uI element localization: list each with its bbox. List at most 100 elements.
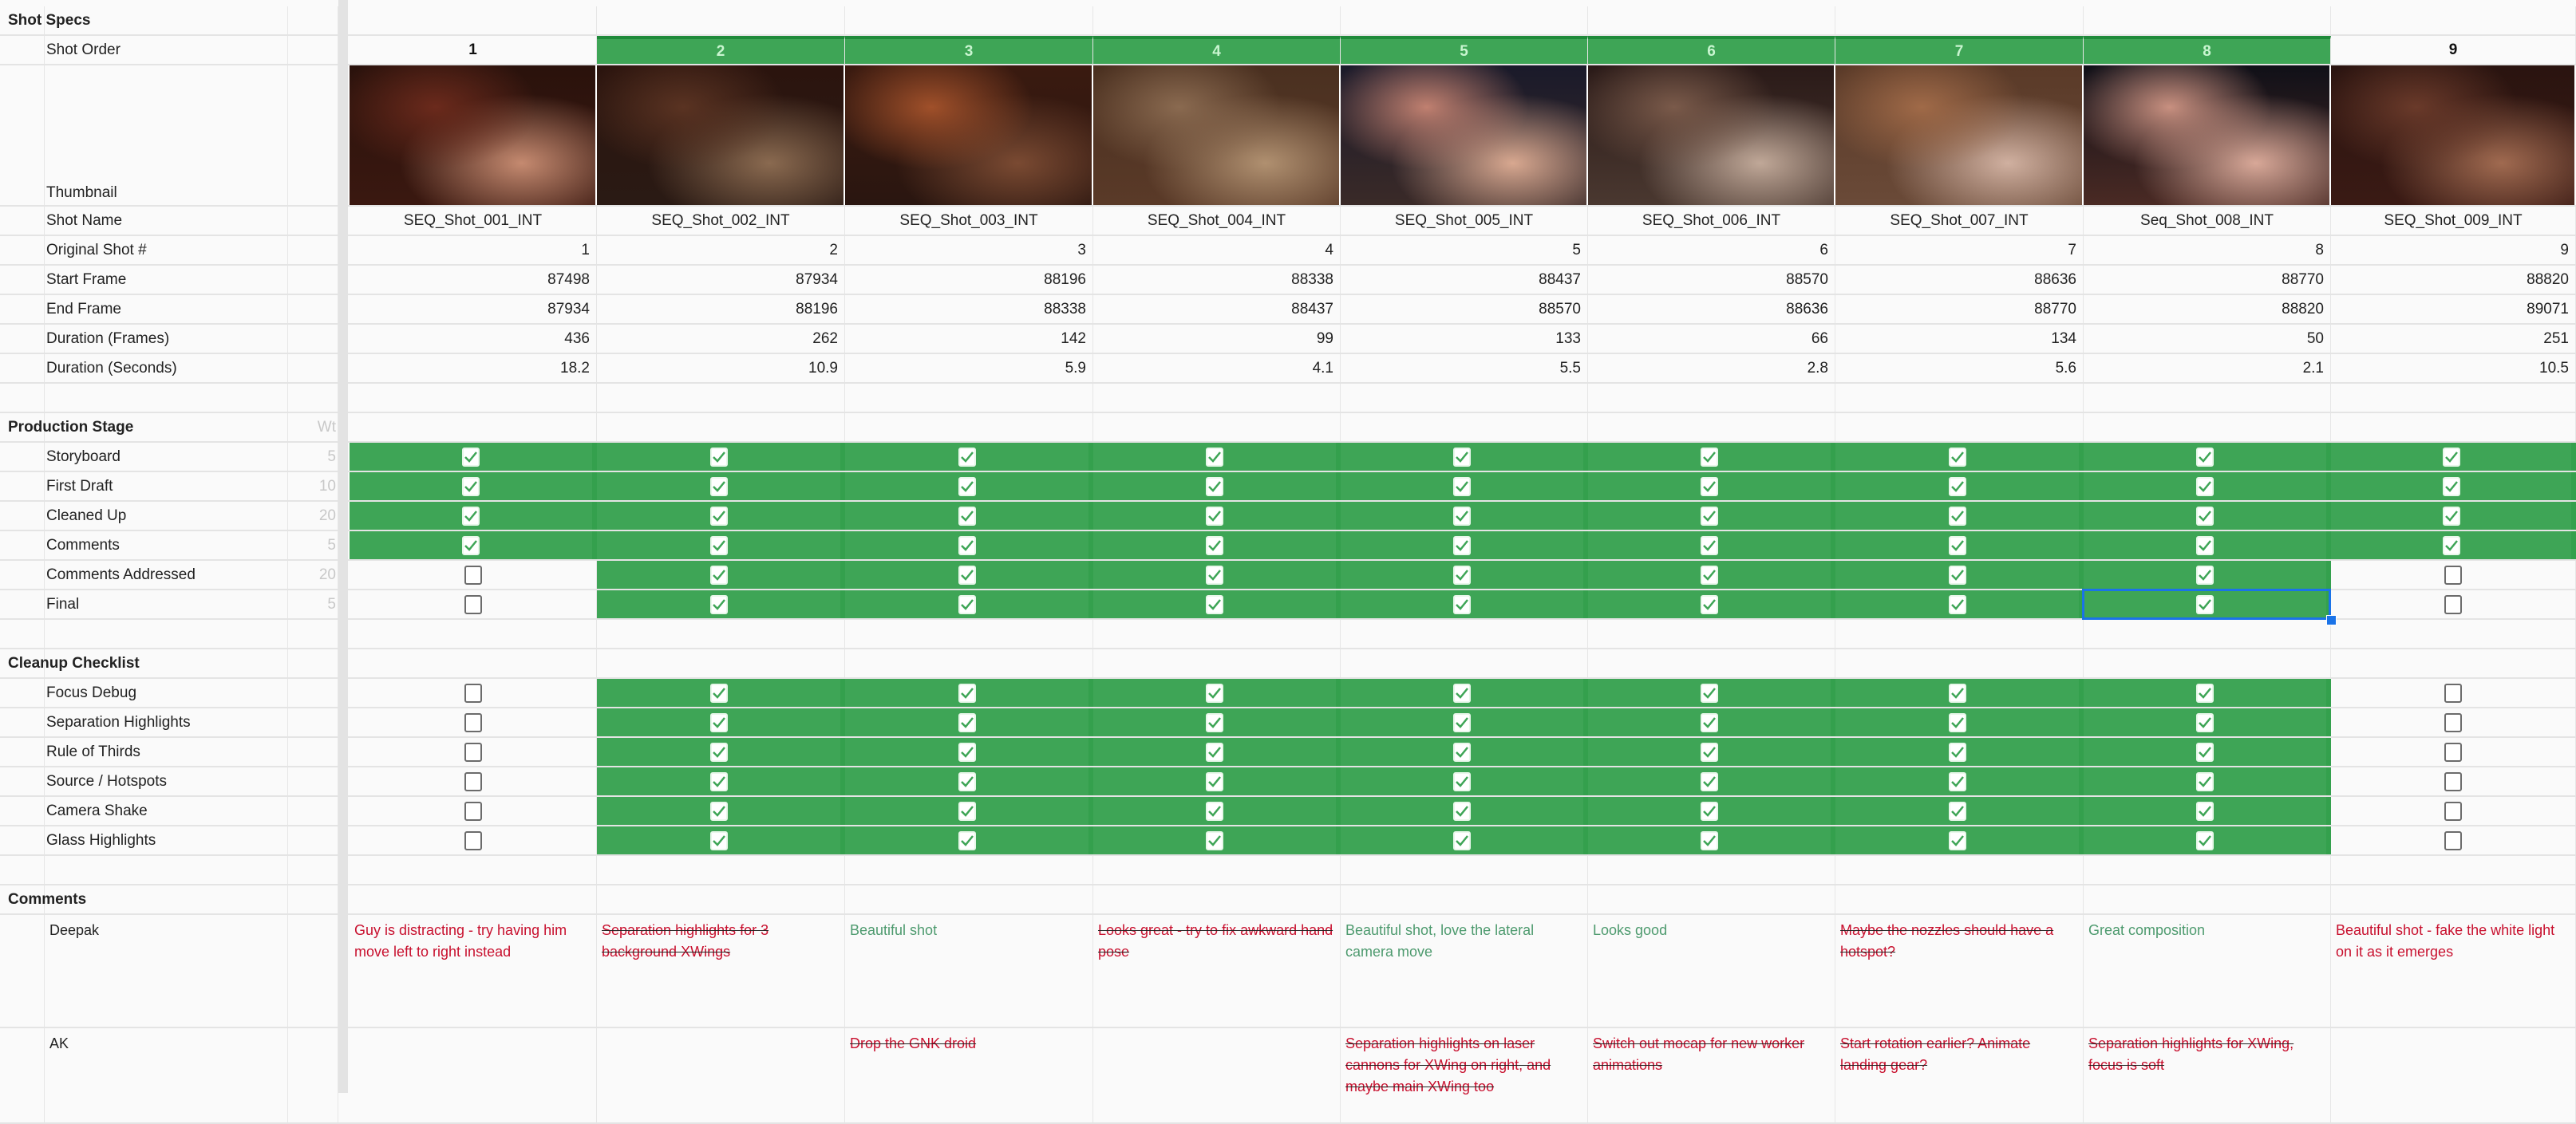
cleanup-checkbox-cell[interactable] [1835,708,2084,736]
start-cell[interactable]: 88820 [2331,266,2576,294]
empty-cell[interactable] [1093,6,1341,34]
stage-checkbox-cell[interactable] [1341,443,1588,471]
checkbox-unchecked[interactable] [464,594,482,614]
name-cell[interactable]: Seq_Shot_008_INT [2084,207,2331,235]
empty-cell[interactable] [845,413,1093,441]
row-indent-cell[interactable] [0,885,45,913]
row-indent-cell[interactable] [0,207,45,235]
original-cell[interactable]: 6 [1588,236,1835,264]
row-label-cell[interactable]: Final [45,590,288,618]
empty-cell[interactable] [1588,649,1835,677]
checkbox-checked[interactable] [1701,683,1718,703]
checkbox-checked[interactable] [1701,506,1718,526]
cleanup-checkbox-cell[interactable] [1588,826,1835,854]
cleanup-checkbox-cell[interactable] [2331,708,2576,736]
comment-cell[interactable] [597,1028,845,1122]
checkbox-unchecked[interactable] [464,830,482,850]
empty-cell[interactable] [845,6,1093,34]
empty-cell[interactable] [2331,620,2576,648]
checkbox-checked[interactable] [1948,683,1966,703]
empty-cell[interactable] [2084,620,2331,648]
empty-cell[interactable] [2331,649,2576,677]
checkbox-checked[interactable] [1948,565,1966,585]
weight-cell[interactable] [288,708,338,736]
checkbox-checked[interactable] [958,535,976,555]
checkbox-checked[interactable] [958,771,976,791]
start-cell[interactable]: 88770 [2084,266,2331,294]
comment-cell[interactable]: Separation highlights for 3 background X… [597,915,845,1027]
checkbox-checked[interactable] [1948,506,1966,526]
stage-checkbox-cell[interactable] [1588,443,1835,471]
stage-checkbox-cell[interactable] [1588,590,1835,618]
checkbox-checked[interactable] [1206,742,1223,762]
row-indent-cell[interactable] [0,266,45,294]
end-cell[interactable]: 88820 [2084,295,2331,323]
stage-checkbox-cell[interactable] [350,443,597,471]
row-label-cell[interactable]: Camera Shake [45,797,288,825]
original-cell[interactable]: 7 [1835,236,2084,264]
row-label-cell[interactable]: Shot Name [45,207,288,235]
original-cell[interactable]: 2 [597,236,845,264]
checkbox-unchecked[interactable] [2444,712,2462,732]
seconds-cell[interactable]: 2.8 [1588,354,1835,382]
frames-cell[interactable]: 50 [2084,325,2331,353]
checkbox-checked[interactable] [709,506,728,526]
row-label-cell[interactable]: Source / Hotspots [45,767,288,795]
empty-cell[interactable] [1835,885,2084,913]
checkbox-checked[interactable] [2196,565,2214,585]
name-cell[interactable]: SEQ_Shot_003_INT [845,207,1093,235]
stage-checkbox-cell[interactable] [1093,531,1341,559]
comment-cell[interactable] [350,1028,597,1122]
cleanup-checkbox-cell[interactable] [1835,738,2084,766]
checkbox-checked[interactable] [2196,594,2214,614]
stage-checkbox-cell[interactable] [845,472,1093,500]
checkbox-checked[interactable] [2196,506,2214,526]
cleanup-checkbox-cell[interactable] [845,826,1093,854]
empty-cell[interactable] [597,885,845,913]
cleanup-checkbox-cell[interactable] [2331,738,2576,766]
name-cell[interactable]: SEQ_Shot_001_INT [350,207,597,235]
shot-thumbnail-image[interactable] [1588,65,1835,205]
cleanup-checkbox-cell[interactable] [1835,826,2084,854]
checkbox-checked[interactable] [2442,535,2460,555]
checkbox-checked[interactable] [709,742,728,762]
stage-checkbox-cell[interactable] [1835,561,2084,589]
empty-cell[interactable] [1341,620,1588,648]
checkbox-unchecked[interactable] [464,771,482,791]
empty-cell[interactable] [350,885,597,913]
empty-cell[interactable] [1341,6,1588,34]
end-cell[interactable]: 88338 [845,295,1093,323]
cleanup-checkbox-cell[interactable] [350,767,597,795]
cleanup-checkbox-cell[interactable] [1093,708,1341,736]
frames-cell[interactable]: 142 [845,325,1093,353]
row-label-cell[interactable]: First Draft [45,472,288,500]
seconds-cell[interactable]: 5.9 [845,354,1093,382]
row-indent-cell[interactable] [0,384,45,412]
checkbox-checked[interactable] [1453,830,1471,850]
checkbox-checked[interactable] [709,594,728,614]
stage-checkbox-cell[interactable] [350,502,597,530]
fill-handle[interactable] [2326,615,2337,625]
checkbox-checked[interactable] [2196,712,2214,732]
checkbox-checked[interactable] [1453,506,1471,526]
checkbox-checked[interactable] [709,535,728,555]
checkbox-checked[interactable] [2196,476,2214,496]
seconds-cell[interactable]: 5.5 [1341,354,1588,382]
row-indent-cell[interactable] [0,561,45,589]
stage-checkbox-cell[interactable] [2331,502,2576,530]
checkbox-unchecked[interactable] [2444,594,2462,614]
row-indent-cell[interactable] [0,472,45,500]
checkbox-unchecked[interactable] [2444,801,2462,821]
empty-cell[interactable] [1588,856,1835,884]
empty-cell[interactable] [1835,384,2084,412]
checkbox-checked[interactable] [1206,506,1223,526]
weight-cell[interactable] [288,679,338,707]
checkbox-checked[interactable] [1701,771,1718,791]
name-cell[interactable]: SEQ_Shot_002_INT [597,207,845,235]
cleanup-checkbox-cell[interactable] [845,708,1093,736]
checkbox-checked[interactable] [1206,565,1223,585]
checkbox-unchecked[interactable] [2444,565,2462,585]
checkbox-checked[interactable] [958,801,976,821]
weight-cell[interactable]: 5 [288,443,338,471]
checkbox-unchecked[interactable] [2444,742,2462,762]
